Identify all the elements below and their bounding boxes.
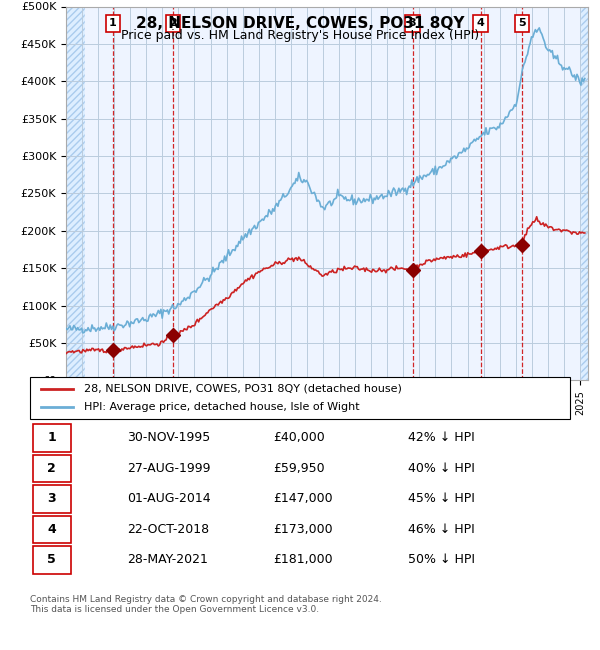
Bar [580, 6, 588, 380]
Text: 30-NOV-1995: 30-NOV-1995 [127, 432, 211, 445]
Bar [66, 6, 85, 380]
Text: 40% ↓ HPI: 40% ↓ HPI [408, 462, 475, 475]
FancyBboxPatch shape [33, 485, 71, 513]
Text: 50% ↓ HPI: 50% ↓ HPI [408, 554, 475, 567]
Text: 1: 1 [47, 432, 56, 445]
Text: 22-OCT-2018: 22-OCT-2018 [127, 523, 209, 536]
Text: 28, NELSON DRIVE, COWES, PO31 8QY: 28, NELSON DRIVE, COWES, PO31 8QY [136, 16, 464, 31]
Text: 2: 2 [169, 18, 176, 29]
FancyBboxPatch shape [33, 424, 71, 452]
Text: 1: 1 [109, 18, 117, 29]
Text: £181,000: £181,000 [273, 554, 332, 567]
Text: Price paid vs. HM Land Registry's House Price Index (HPI): Price paid vs. HM Land Registry's House … [121, 29, 479, 42]
Text: £59,950: £59,950 [273, 462, 325, 475]
Text: 46% ↓ HPI: 46% ↓ HPI [408, 523, 475, 536]
FancyBboxPatch shape [33, 454, 71, 482]
Text: HPI: Average price, detached house, Isle of Wight: HPI: Average price, detached house, Isle… [84, 402, 359, 412]
Text: 5: 5 [47, 554, 56, 567]
Text: 28-MAY-2021: 28-MAY-2021 [127, 554, 208, 567]
Bar [580, 6, 588, 380]
Text: £173,000: £173,000 [273, 523, 332, 536]
Text: 28, NELSON DRIVE, COWES, PO31 8QY (detached house): 28, NELSON DRIVE, COWES, PO31 8QY (detac… [84, 384, 402, 394]
Text: 27-AUG-1999: 27-AUG-1999 [127, 462, 211, 475]
Bar [66, 6, 85, 380]
FancyBboxPatch shape [30, 377, 570, 419]
Text: 01-AUG-2014: 01-AUG-2014 [127, 493, 211, 506]
Text: 4: 4 [47, 523, 56, 536]
Text: 42% ↓ HPI: 42% ↓ HPI [408, 432, 475, 445]
Bar [85, 6, 580, 380]
Text: 5: 5 [518, 18, 526, 29]
Text: 3: 3 [409, 18, 416, 29]
FancyBboxPatch shape [33, 515, 71, 543]
FancyBboxPatch shape [33, 546, 71, 574]
Text: 45% ↓ HPI: 45% ↓ HPI [408, 493, 475, 506]
Text: Contains HM Land Registry data © Crown copyright and database right 2024.
This d: Contains HM Land Registry data © Crown c… [30, 595, 382, 614]
Text: 2: 2 [47, 462, 56, 475]
Text: 3: 3 [47, 493, 56, 506]
Text: £40,000: £40,000 [273, 432, 325, 445]
Text: £147,000: £147,000 [273, 493, 332, 506]
Text: 4: 4 [476, 18, 484, 29]
